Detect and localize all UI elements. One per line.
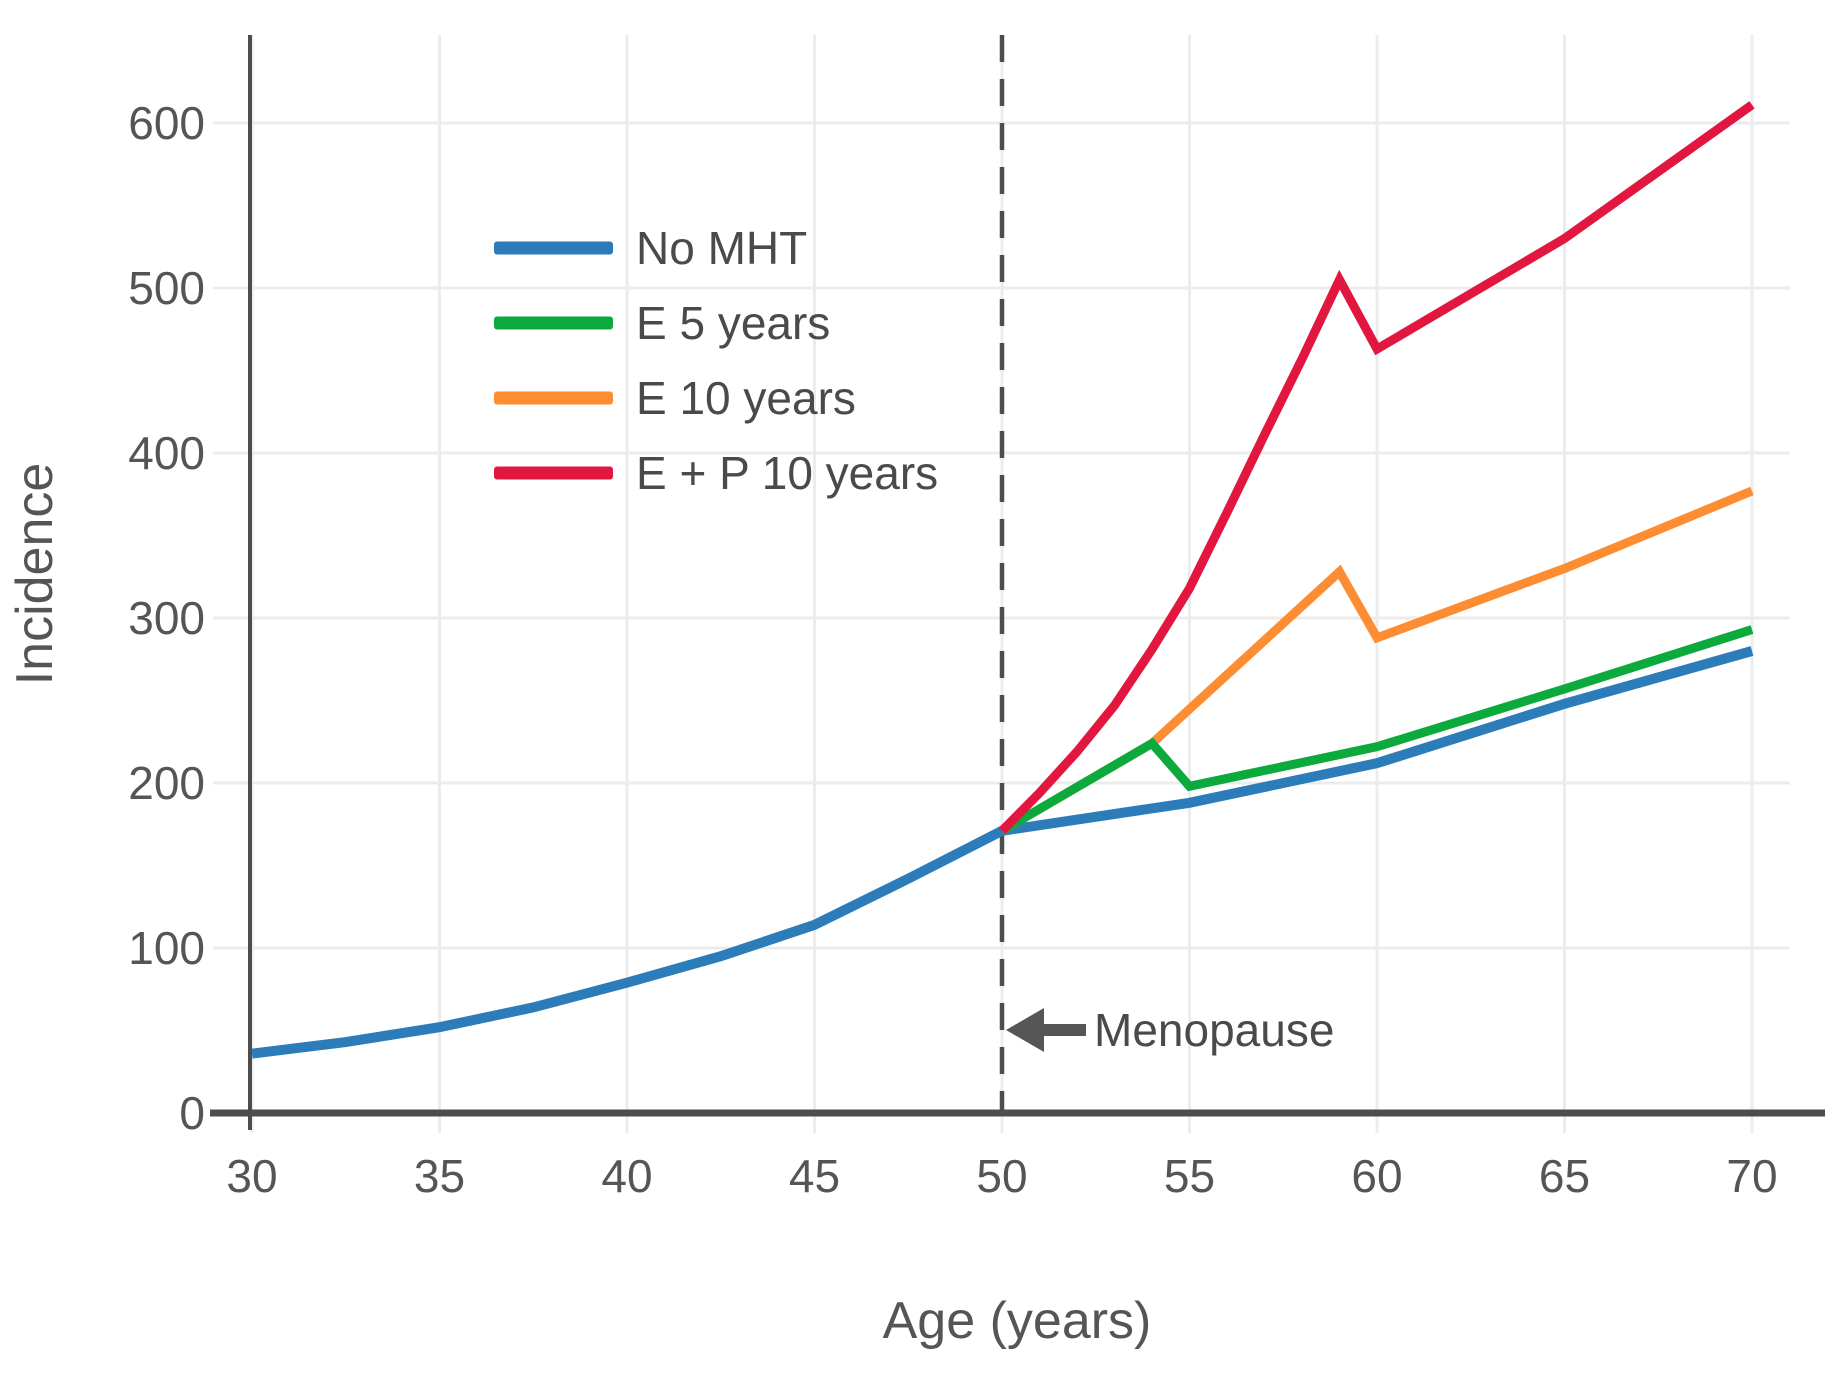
y-tick-label-400: 400 — [128, 427, 205, 479]
x-tick-label-65: 65 — [1539, 1150, 1590, 1202]
y-axis-title: Incidence — [6, 463, 64, 686]
y-tick-label-0: 0 — [179, 1087, 205, 1139]
y-tick-label-300: 300 — [128, 592, 205, 644]
series-line-no-mht — [251, 646, 1754, 1059]
y-tick-label-500: 500 — [128, 262, 205, 314]
left-arrow-icon — [1006, 1008, 1086, 1052]
x-tick-label-60: 60 — [1351, 1150, 1402, 1202]
legend-label-e-10-years: E 10 years — [636, 372, 856, 424]
x-tick-label-50: 50 — [976, 1150, 1027, 1202]
x-tick-label-55: 55 — [1164, 1150, 1215, 1202]
legend-item-e-p-10-years: E + P 10 years — [494, 447, 938, 499]
x-tick-label-30: 30 — [226, 1150, 277, 1202]
legend-item-e-5-years: E 5 years — [494, 297, 830, 349]
x-axis-title: Age (years) — [883, 1292, 1152, 1350]
tick-labels: 30 35 40 45 50 55 60 65 70 0 100 200 300 400 500 600 — [128, 97, 1777, 1202]
legend-swatch-e-5-years — [494, 316, 613, 330]
series-line-e-p-10-years — [998, 101, 1755, 835]
y-tick-label-200: 200 — [128, 757, 205, 809]
legend-swatch-no-mht — [494, 241, 613, 255]
legend-label-no-mht: No MHT — [636, 222, 807, 274]
legend-label-e-5-years: E 5 years — [636, 297, 830, 349]
x-tick-label-45: 45 — [789, 1150, 840, 1202]
legend-item-e-10-years: E 10 years — [494, 372, 856, 424]
series-line-e-5-years — [999, 625, 1754, 835]
legend-label-e-p-10-years: E + P 10 years — [636, 447, 938, 499]
axes — [210, 35, 1825, 1130]
legend-swatch-e-p-10-years — [494, 466, 613, 480]
menopause-callout: Menopause — [1006, 1004, 1334, 1056]
x-tick-label-70: 70 — [1726, 1150, 1777, 1202]
legend: No MHT E 5 years E 10 years E + P 10 yea… — [494, 222, 938, 499]
x-tick-label-40: 40 — [601, 1150, 652, 1202]
data-curves — [251, 101, 1755, 1059]
legend-swatch-e-10-years — [494, 391, 613, 405]
menopause-label: Menopause — [1094, 1004, 1334, 1056]
y-tick-label-100: 100 — [128, 922, 205, 974]
legend-item-no-mht: No MHT — [494, 222, 807, 274]
y-tick-label-600: 600 — [128, 97, 205, 149]
x-tick-label-35: 35 — [414, 1150, 465, 1202]
